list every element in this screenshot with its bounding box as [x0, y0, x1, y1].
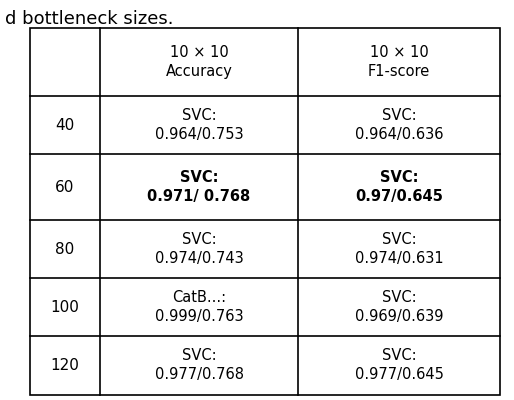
Text: SVC:
0.974/0.743: SVC: 0.974/0.743: [155, 232, 243, 266]
Text: 60: 60: [56, 180, 75, 194]
Text: SVC:
0.974/0.631: SVC: 0.974/0.631: [355, 232, 443, 266]
Text: 80: 80: [56, 242, 75, 256]
Text: SVC:
0.964/0.636: SVC: 0.964/0.636: [355, 108, 443, 142]
Text: d bottleneck sizes.: d bottleneck sizes.: [5, 10, 174, 28]
Text: CatB...:
0.999/0.763: CatB...: 0.999/0.763: [155, 290, 243, 324]
Text: 120: 120: [50, 358, 80, 372]
Text: 100: 100: [50, 300, 80, 314]
Text: SVC:
0.964/0.753: SVC: 0.964/0.753: [155, 108, 243, 142]
Text: SVC:
0.969/0.639: SVC: 0.969/0.639: [355, 290, 443, 324]
Text: SVC:
0.97/0.645: SVC: 0.97/0.645: [355, 170, 443, 204]
Text: SVC:
0.977/0.645: SVC: 0.977/0.645: [355, 348, 444, 382]
Text: SVC:
0.971/ 0.768: SVC: 0.971/ 0.768: [148, 170, 251, 204]
Text: 40: 40: [56, 118, 75, 132]
Text: 10 × 10
Accuracy: 10 × 10 Accuracy: [166, 45, 232, 79]
Text: 10 × 10
F1-score: 10 × 10 F1-score: [368, 45, 430, 79]
Text: SVC:
0.977/0.768: SVC: 0.977/0.768: [155, 348, 244, 382]
